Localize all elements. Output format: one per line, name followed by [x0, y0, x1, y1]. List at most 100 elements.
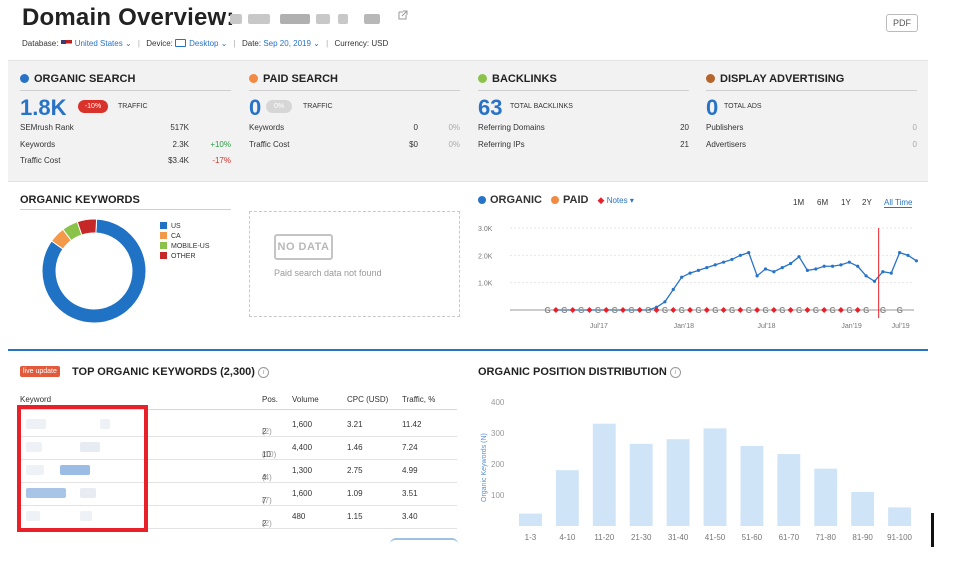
paid-traffic-change-badge: 0% [266, 100, 292, 113]
metric-row: Referring IPs 21 [478, 140, 689, 149]
google-update-marker: G [762, 306, 768, 315]
bar[interactable] [592, 423, 616, 526]
bar[interactable] [888, 507, 911, 526]
legend-item[interactable]: CA [160, 232, 181, 241]
table-row[interactable]: 7 (7) 1,600 1.09 3.51 [20, 482, 457, 506]
x-tick-label: Jul'17 [590, 323, 608, 330]
bar[interactable] [629, 443, 653, 526]
organic-search-title[interactable]: ORGANIC SEARCH [34, 73, 136, 85]
organic-dot-icon [20, 74, 29, 83]
info-icon[interactable]: i [669, 367, 681, 378]
bar[interactable] [555, 470, 579, 526]
organic-point [814, 267, 818, 271]
live-update-badge: live update [20, 366, 60, 377]
note-diamond-icon [586, 307, 593, 313]
col-position[interactable]: Pos. [262, 395, 279, 404]
date-dropdown[interactable]: Sep 20, 2019 ⌄ [263, 39, 320, 48]
notes-dropdown[interactable]: ◆ Notes ▾ [597, 195, 634, 205]
metric-row: SEMrush Rank 517K [20, 123, 189, 132]
trend-legend: ORGANIC PAID ◆ Notes ▾ [478, 194, 918, 210]
organic-point [772, 270, 776, 274]
diamond-icon: ◆ [597, 195, 605, 205]
paid-search-widget: PAID SEARCH 0 0% TRAFFIC Keywords 0 0% Tra… [249, 73, 460, 149]
database-dropdown[interactable]: United States ⌄ [60, 39, 134, 48]
cursor-bar [931, 513, 934, 547]
currency-value: USD [371, 39, 389, 48]
note-diamond-icon [754, 307, 761, 313]
bar[interactable] [777, 454, 801, 526]
legend-organic[interactable]: ORGANIC [478, 194, 542, 206]
organic-point [730, 257, 734, 262]
paid-dot-icon [249, 74, 258, 83]
organic-point [680, 275, 684, 279]
donut-slice-other[interactable] [76, 218, 98, 236]
paid-search-title[interactable]: PAID SEARCH [263, 73, 338, 85]
summary-panel: ORGANIC SEARCH 1.8K -10% TRAFFIC SEMrush… [8, 60, 928, 182]
x-tick-label: 61-70 [779, 533, 800, 542]
col-cpc[interactable]: CPC (USD) [347, 395, 389, 404]
view-full-report-button[interactable] [390, 538, 458, 546]
date-label: Date: [241, 39, 262, 48]
backlinks-title[interactable]: BACKLINKS [492, 73, 557, 85]
range-1y[interactable]: 1Y [841, 198, 851, 207]
device-dropdown[interactable]: Desktop ⌄ [175, 39, 230, 48]
organic-point [721, 260, 726, 264]
google-update-marker: G [695, 306, 701, 315]
table-row[interactable]: 2 (2) 480 1.15 3.40 [20, 505, 457, 529]
legend-item[interactable]: MOBILE-US [160, 242, 210, 251]
donut-slice-us[interactable] [41, 218, 147, 324]
info-icon[interactable]: i [257, 367, 269, 378]
no-data-badge: NO DATA [274, 234, 333, 260]
paid-traffic-value[interactable]: 0 [249, 95, 262, 120]
google-update-marker: G [561, 306, 567, 315]
top-keywords-title: TOP ORGANIC KEYWORDS (2,300) i [72, 366, 269, 378]
table-row[interactable]: 4 (4) 1,300 2.75 4.99 [20, 459, 457, 483]
bar[interactable] [519, 513, 542, 526]
metric-row: Keywords 2.3K +10% [20, 140, 231, 149]
table-row[interactable]: 10 (10) 4,400 1.46 7.24 [20, 436, 457, 460]
x-tick-label: 81-90 [852, 533, 873, 542]
organic-keywords-donut[interactable] [40, 216, 160, 326]
bar[interactable] [666, 439, 690, 526]
metric-row: Traffic Cost $3.4K -17% [20, 156, 231, 165]
chevron-down-icon: ⌄ [218, 39, 228, 48]
col-keyword[interactable]: Keyword [20, 395, 52, 404]
y-axis-label: Organic Keywords (N) [481, 433, 488, 502]
total-backlinks-value[interactable]: 63 [478, 95, 503, 120]
pdf-export-button[interactable]: PDF [886, 14, 918, 32]
legend-item[interactable]: US [160, 222, 181, 231]
organic-point [889, 271, 893, 275]
range-all-time[interactable]: All Time [884, 198, 913, 208]
x-tick-label: 31-40 [668, 533, 689, 542]
legend-item[interactable]: OTHER [160, 252, 196, 261]
total-ads-value[interactable]: 0 [706, 95, 719, 120]
range-tabs: 1M 6M 1Y 2Y All Time [790, 198, 920, 210]
organic-traffic-trend-chart[interactable]: 3.0K 2.0K 1.0K G G G G G G G G G G G G G G G G G G G G G G Jul'17… [474, 216, 920, 336]
bar[interactable] [814, 468, 838, 526]
organic-point [705, 266, 709, 270]
google-update-marker: G [595, 306, 601, 315]
filter-toolbar: Database: United States ⌄ | Device: Desk… [22, 39, 389, 48]
display-advertising-title[interactable]: DISPLAY ADVERTISING [720, 73, 845, 85]
organic-point [738, 253, 742, 257]
database-label: Database: [22, 39, 59, 48]
organic-traffic-value[interactable]: 1.8K [20, 95, 67, 120]
note-diamond-icon [653, 307, 660, 313]
bar[interactable] [851, 491, 875, 526]
metric-row: Publishers 0 [706, 123, 917, 132]
bar[interactable] [703, 428, 727, 526]
google-update-marker: G [830, 306, 836, 315]
total-ads-label: TOTAL ADS [724, 103, 762, 110]
bar[interactable] [740, 446, 764, 526]
range-1m[interactable]: 1M [793, 198, 805, 207]
col-volume[interactable]: Volume [292, 395, 319, 404]
col-traffic[interactable]: Traffic, % [402, 395, 436, 404]
x-tick-label: 71-80 [815, 533, 836, 542]
range-6m[interactable]: 6M [817, 198, 829, 207]
display-dot-icon [706, 74, 715, 83]
table-row[interactable]: 2 (2) 1,600 3.21 11.42 [20, 413, 457, 437]
range-2y[interactable]: 2Y [862, 198, 872, 207]
legend-paid[interactable]: PAID [551, 194, 588, 206]
external-link-icon[interactable] [398, 10, 410, 22]
